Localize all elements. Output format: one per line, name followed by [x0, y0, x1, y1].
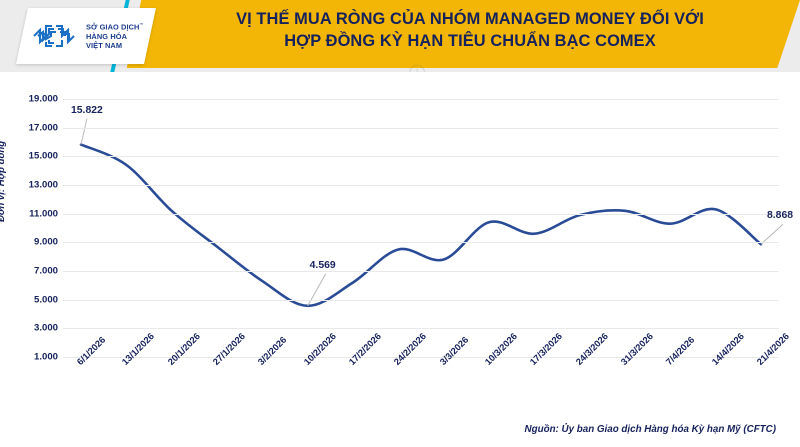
data-point-label: 4.569: [309, 259, 336, 271]
logo-wordmark: SỞ GIAO DỊCH™ HÀNG HÓA VIỆT NAM: [86, 22, 144, 51]
logo-tm: ™: [139, 21, 144, 27]
annotation-leader-lines: [80, 118, 784, 307]
annotation-leader-line: [760, 223, 784, 245]
y-axis-tick-label: 5.000: [33, 294, 58, 306]
data-point-label: 8.868: [767, 210, 794, 222]
mev-maze-logo-icon: [33, 24, 75, 48]
y-axis-tick-label: 13.000: [28, 179, 58, 191]
page-title: VỊ THẾ MUA RÒNG CỦA NHÓM MANAGED MONEY Đ…: [170, 9, 770, 52]
gridline: [63, 213, 779, 215]
gridline: [63, 271, 779, 272]
gridline: [63, 185, 779, 186]
page-title-line-1: VỊ THẾ MUA RÒNG CỦA NHÓM MANAGED MONEY Đ…: [236, 10, 704, 28]
y-axis-tick-label: 15.000: [28, 150, 58, 162]
series-line-managed-money: [79, 143, 763, 308]
y-axis-tick-label: 19.000: [28, 93, 58, 105]
plot-region: [63, 99, 784, 358]
gridline: [63, 328, 779, 330]
logo-line-2: HÀNG HÓA: [86, 31, 128, 41]
page-title-line-2: HỢP ĐỒNG KỲ HẠN TIÊU CHUẨN BẠC COMEX: [284, 31, 656, 50]
y-axis-tick-label: 9.000: [33, 236, 58, 248]
y-axis-labels: 19.000 17.000 15.000 13.000 11.000 9.000 7.000…: [0, 94, 58, 363]
y-axis-tick-label: 3.000: [33, 322, 58, 334]
logo-card: SỞ GIAO DỊCH™ HÀNG HÓA VIỆT NAM: [16, 8, 156, 64]
y-axis-tick-label: 17.000: [28, 122, 58, 134]
header-yellow-band: [152, 0, 800, 68]
x-axis-labels: 6/1/2026 13/1/2026 20/1/2026 27/1/2026 3/2/2…: [63, 331, 791, 430]
y-axis-tick-label: 1.000: [33, 351, 58, 363]
gridline: [63, 357, 779, 358]
y-axis-tick-label: 11.000: [29, 208, 58, 220]
y-axis-tick-label: 7.000: [33, 265, 58, 277]
data-point-label: 15.822: [71, 104, 103, 116]
logo-line-3: VIỆT NAM: [86, 40, 123, 50]
gridline: [63, 156, 779, 158]
chart-area: Đơn vị: Hợp đồng 19.000 17.000 15.000 13.00…: [0, 72, 800, 447]
annotation-leader-line: [80, 118, 88, 145]
gridline: [63, 242, 779, 244]
page-header: SỞ GIAO DỊCH™ HÀNG HÓA VIỆT NAM VỊ THẾ M…: [0, 0, 800, 72]
gridline: [63, 299, 779, 301]
gridline: [63, 127, 779, 129]
logo-line-1: SỞ GIAO DỊCH: [86, 22, 140, 32]
gridline: [63, 99, 779, 100]
source-note: Nguồn: Ủy ban Giao dịch Hàng hóa Kỳ hạn …: [524, 424, 776, 435]
line-series-svg: [79, 118, 784, 308]
